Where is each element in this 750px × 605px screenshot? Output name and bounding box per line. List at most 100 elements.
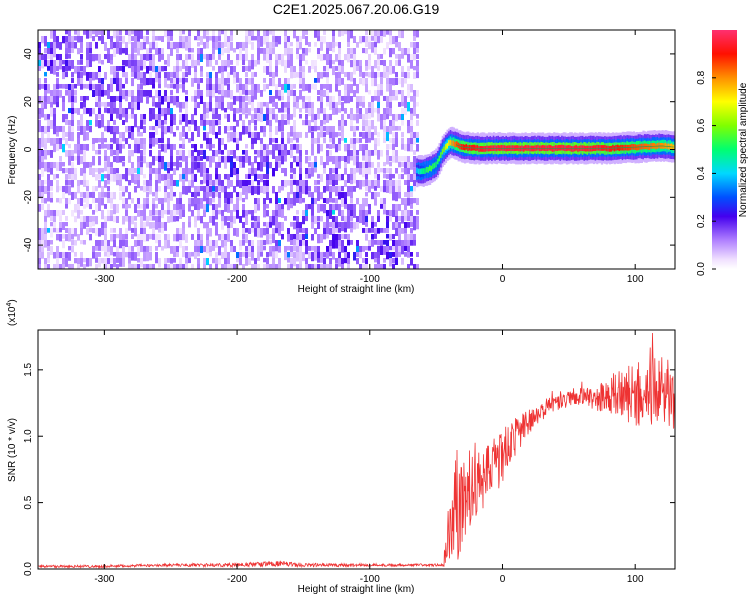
spectrogram-noise-cell xyxy=(71,234,74,240)
spectrogram-noise-cell xyxy=(359,246,362,255)
spectrogram-noise-cell xyxy=(209,138,212,145)
spectrogram-noise-cell xyxy=(224,60,227,69)
spectrogram-noise-cell xyxy=(191,180,194,188)
spectrogram-noise-cell xyxy=(311,126,314,132)
spectrogram-noise-cell xyxy=(356,198,359,205)
spectrogram-noise-cell xyxy=(299,54,302,62)
spectrogram-noise-cell xyxy=(95,96,98,103)
spectrogram-noise-cell xyxy=(65,42,68,50)
spectrogram-noise-cell xyxy=(122,252,125,260)
spectrogram-noise-cell xyxy=(251,114,254,123)
spectrogram-noise-cell xyxy=(62,240,65,249)
spectrogram-noise-cell xyxy=(389,90,392,100)
spectrogram-noise-cell xyxy=(203,42,206,49)
spectrogram-noise-cell xyxy=(56,180,59,190)
spectrogram-noise-cell xyxy=(245,258,248,266)
spectrogram-noise-cell xyxy=(269,216,272,223)
spectrogram-noise-cell xyxy=(182,84,185,93)
spectrogram-noise-cell xyxy=(176,42,179,49)
spectrogram-noise-cell xyxy=(263,162,266,167)
spectrogram-noise-cell xyxy=(236,132,239,142)
spectrogram-noise-cell xyxy=(110,96,113,103)
spectrogram-noise-cell xyxy=(350,30,353,39)
spectrogram-noise-cell xyxy=(125,72,128,81)
spectrogram-noise-cell xyxy=(71,42,74,50)
spectrogram-noise-cell xyxy=(332,198,335,203)
spectrogram-noise-cell xyxy=(317,72,320,79)
spectrogram-noise-cell xyxy=(170,246,173,254)
spectrogram-noise-cell xyxy=(236,228,239,237)
spectrogram-noise-cell xyxy=(41,228,44,237)
spectrogram-noise-cell xyxy=(83,96,86,103)
spectrogram-noise-cell xyxy=(47,60,50,68)
spectrogram-noise-cell xyxy=(395,216,398,223)
spectrogram-noise-cell xyxy=(77,36,80,43)
spectrogram-noise-cell xyxy=(125,204,128,211)
spectrogram-noise-cell xyxy=(284,246,287,253)
spectrogram-noise-cell xyxy=(176,246,179,255)
spectrogram-noise-cell xyxy=(362,258,365,263)
spectrogram-noise-cell xyxy=(299,192,302,199)
spectrogram-noise-cell xyxy=(173,234,176,242)
spectrogram-noise-cell xyxy=(89,120,92,126)
spectrogram-noise-cell xyxy=(317,180,320,185)
spectrogram-noise-cell xyxy=(275,102,278,109)
spectrogram-noise-cell xyxy=(104,138,107,143)
spectrogram-noise-cell xyxy=(326,114,329,123)
spectrogram-noise-cell xyxy=(152,102,155,107)
spectrogram-noise-cell xyxy=(188,120,191,125)
spectrogram-noise-cell xyxy=(290,90,293,96)
spectrogram-noise-cell xyxy=(203,108,206,115)
spectrogram-noise-cell xyxy=(368,120,371,127)
spectrogram-noise-cell xyxy=(38,192,41,199)
spectrogram-noise-cell xyxy=(161,156,164,163)
spectrogram-noise-cell xyxy=(110,114,113,121)
spectrogram-noise-cell xyxy=(131,54,134,60)
spectrogram-noise-cell xyxy=(143,120,146,125)
spectrogram-noise-cell xyxy=(407,84,410,91)
spectrogram-noise-cell xyxy=(380,168,383,173)
spectrogram-noise-cell xyxy=(71,72,74,78)
spectrogram-noise-cell xyxy=(329,240,332,249)
y-tick-label: -40 xyxy=(23,237,34,252)
spectrogram-signal-cell xyxy=(497,145,500,151)
spectrogram-noise-cell xyxy=(215,114,218,120)
spectrogram-noise-cell xyxy=(275,60,278,69)
spectrogram-noise-cell xyxy=(317,126,320,131)
spectrogram-noise-cell xyxy=(137,144,140,154)
spectrogram-noise-cell xyxy=(140,84,143,90)
spectrogram-noise-cell xyxy=(50,168,53,175)
spectrogram-noise-cell xyxy=(98,90,101,98)
spectrogram-noise-cell xyxy=(212,90,215,98)
spectrogram-noise-cell xyxy=(176,198,179,205)
spectrogram-noise-cell xyxy=(38,246,41,253)
spectrogram-signal-cell xyxy=(484,146,487,152)
spectrogram-noise-cell xyxy=(167,264,170,269)
spectrogram-noise-cell xyxy=(287,204,290,211)
spectrogram-signal-cell xyxy=(637,144,640,151)
spectrogram-noise-cell xyxy=(377,252,380,261)
spectrogram-noise-cell xyxy=(323,54,326,61)
spectrogram-noise-cell xyxy=(209,60,212,67)
spectrogram-noise-cell xyxy=(218,162,221,168)
spectrogram-noise-cell xyxy=(95,174,98,181)
snr-multiplier-close: ) xyxy=(7,299,18,302)
spectrogram-noise-cell xyxy=(107,90,110,99)
spectrogram-signal-cell xyxy=(542,144,545,151)
spectrogram-noise-cell xyxy=(266,162,269,170)
spectrogram-noise-cell xyxy=(413,66,416,71)
spectrogram-noise-cell xyxy=(305,246,308,255)
spectrogram-noise-cell xyxy=(308,108,311,117)
spectrogram-noise-cell xyxy=(383,168,386,174)
spectrogram-noise-cell xyxy=(380,78,383,88)
spectrogram-noise-cell xyxy=(182,42,185,49)
spectrogram-noise-cell xyxy=(353,48,356,57)
spectrogram-noise-cell xyxy=(242,120,245,127)
spectrogram-noise-cell xyxy=(80,240,83,245)
spectrogram-noise-cell xyxy=(68,48,71,54)
spectrogram-noise-cell xyxy=(257,132,260,141)
spectrogram-noise-cell xyxy=(119,192,122,201)
spectrogram-noise-cell xyxy=(287,60,290,68)
spectrogram-noise-cell xyxy=(227,72,230,80)
spectrogram-noise-cell xyxy=(41,162,44,169)
